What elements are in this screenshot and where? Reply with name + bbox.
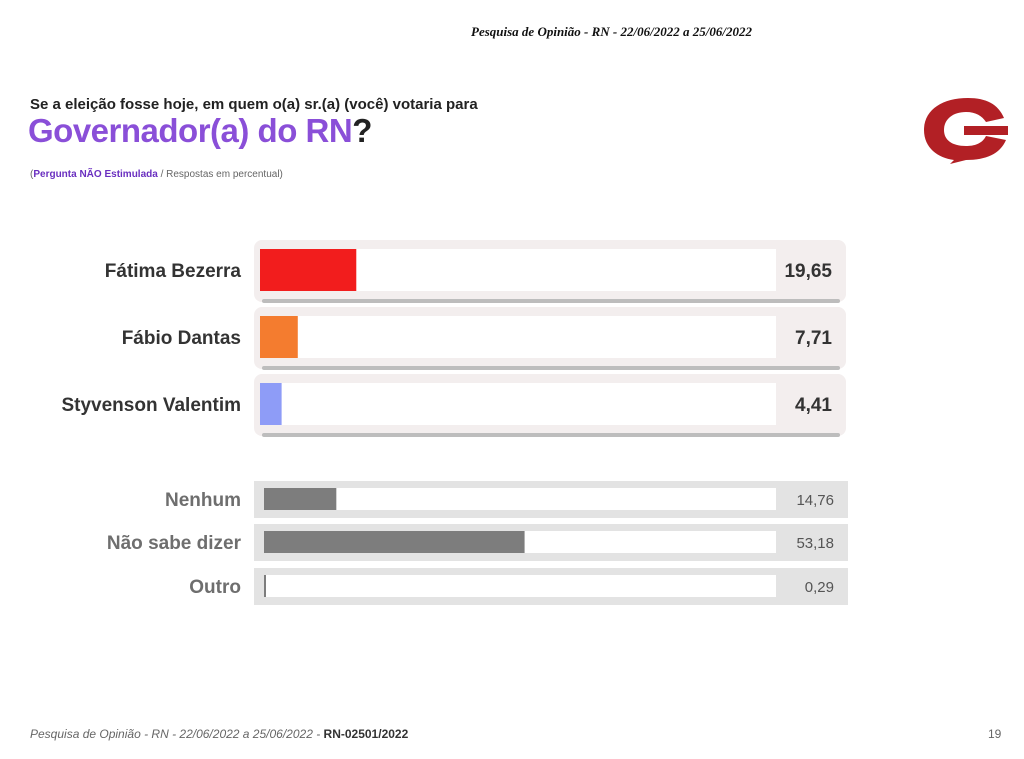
title-main: Governador(a) do RN [28, 112, 353, 149]
footer-survey: Pesquisa de Opinião - RN - 22/06/2022 a … [30, 727, 324, 741]
category-label: Fátima Bezerra [105, 261, 242, 282]
category-label: Não sabe dizer [107, 533, 242, 554]
survey-header: Pesquisa de Opinião - RN - 22/06/2022 a … [471, 24, 752, 39]
category-label: Fábio Dantas [122, 328, 241, 349]
value-label: 53,18 [796, 535, 834, 552]
bar-4 [264, 531, 525, 553]
bar-5 [264, 575, 266, 597]
category-label: Outro [189, 577, 241, 598]
logo-bar [964, 126, 1008, 135]
subtitle-open: ( [30, 169, 34, 180]
bar-3 [264, 488, 337, 510]
logo-c-shape [924, 98, 1006, 164]
brand-logo-icon [924, 98, 1008, 164]
category-label: Styvenson Valentim [61, 395, 241, 416]
bar-0 [260, 249, 357, 291]
footer-text: Pesquisa de Opinião - RN - 22/06/2022 a … [30, 727, 408, 741]
bar-shadow [262, 433, 840, 437]
footer-code: RN-02501/2022 [323, 727, 409, 741]
page-number: 19 [988, 727, 1002, 741]
value-label: 14,76 [796, 492, 834, 509]
value-label: 7,71 [795, 328, 832, 349]
bar-shadow [262, 366, 840, 370]
bar-shadow [262, 299, 840, 303]
bar-1 [260, 316, 298, 358]
bar-track [264, 575, 776, 597]
value-label: 4,41 [795, 395, 832, 416]
value-label: 19,65 [784, 261, 832, 282]
subtitle-note: / Respostas em percentual) [157, 169, 283, 180]
subtitle-question-type: Pergunta NÃO Estimulada [33, 169, 158, 180]
title-question-mark: ? [352, 112, 372, 149]
bar-2 [260, 383, 282, 425]
bar-track [260, 383, 776, 425]
subtitle: (Pergunta NÃO Estimulada / Respostas em … [30, 169, 283, 180]
bar-track [260, 316, 776, 358]
category-label: Nenhum [165, 490, 241, 511]
question-text: Se a eleição fosse hoje, em quem o(a) sr… [30, 96, 478, 113]
bar-track [264, 488, 776, 510]
value-label: 0,29 [805, 579, 834, 596]
page-title: Governador(a) do RN? [28, 112, 372, 150]
